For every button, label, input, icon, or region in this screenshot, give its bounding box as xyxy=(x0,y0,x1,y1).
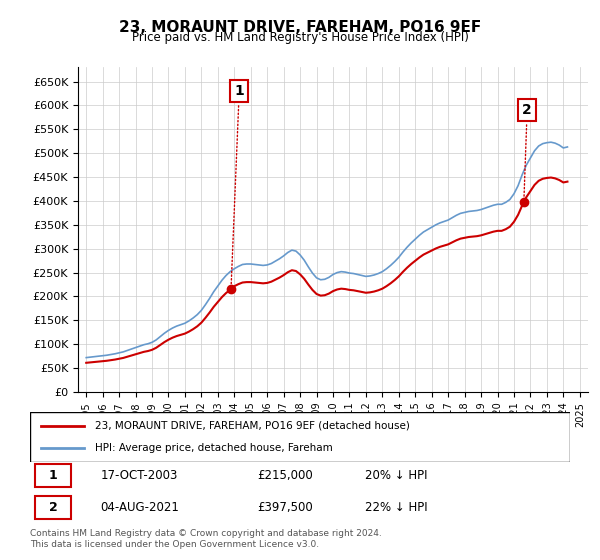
Text: £397,500: £397,500 xyxy=(257,501,313,514)
Text: 1: 1 xyxy=(49,469,58,482)
Text: £215,000: £215,000 xyxy=(257,469,313,482)
Text: 23, MORAUNT DRIVE, FAREHAM, PO16 9EF: 23, MORAUNT DRIVE, FAREHAM, PO16 9EF xyxy=(119,20,481,35)
Text: 20% ↓ HPI: 20% ↓ HPI xyxy=(365,469,427,482)
FancyBboxPatch shape xyxy=(30,412,570,462)
Text: 17-OCT-2003: 17-OCT-2003 xyxy=(100,469,178,482)
Text: 22% ↓ HPI: 22% ↓ HPI xyxy=(365,501,427,514)
Text: 2: 2 xyxy=(49,501,58,514)
Text: HPI: Average price, detached house, Fareham: HPI: Average price, detached house, Fare… xyxy=(95,443,332,453)
Text: 23, MORAUNT DRIVE, FAREHAM, PO16 9EF (detached house): 23, MORAUNT DRIVE, FAREHAM, PO16 9EF (de… xyxy=(95,421,410,431)
Text: 1: 1 xyxy=(231,84,244,287)
Text: Contains HM Land Registry data © Crown copyright and database right 2024.
This d: Contains HM Land Registry data © Crown c… xyxy=(30,529,382,549)
Text: Price paid vs. HM Land Registry's House Price Index (HPI): Price paid vs. HM Land Registry's House … xyxy=(131,31,469,44)
FancyBboxPatch shape xyxy=(35,497,71,519)
Text: 04-AUG-2021: 04-AUG-2021 xyxy=(100,501,179,514)
Text: 2: 2 xyxy=(522,103,532,199)
FancyBboxPatch shape xyxy=(35,464,71,487)
